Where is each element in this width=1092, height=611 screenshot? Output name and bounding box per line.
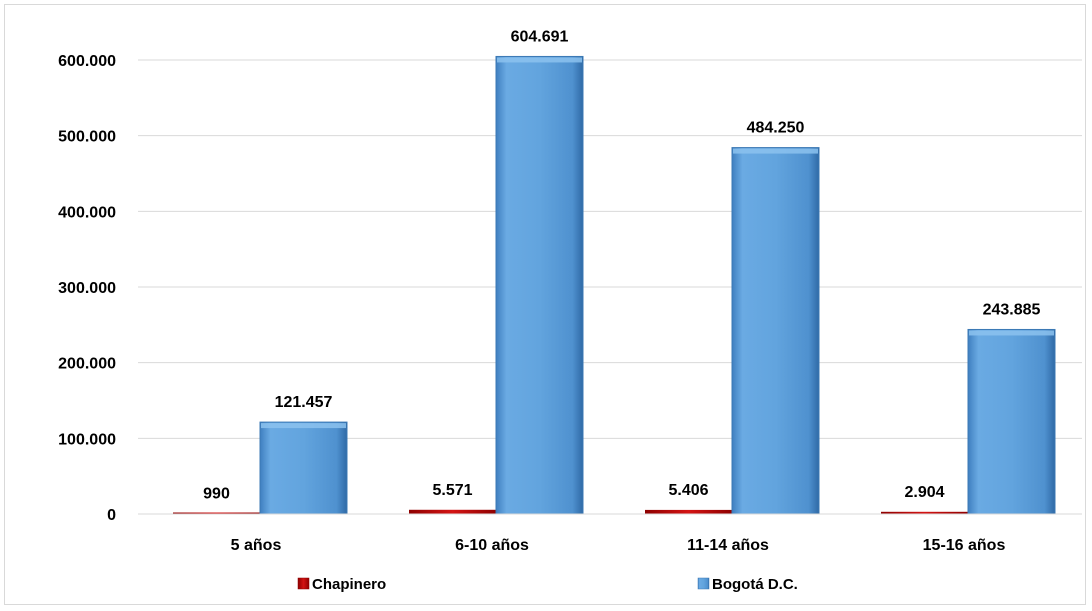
- y-tick-label: 400.000: [58, 204, 116, 221]
- bar-chapinero: [173, 512, 260, 514]
- bar-bogota: [495, 55, 584, 515]
- y-tick-label: 600.000: [58, 53, 116, 70]
- bar-bogota-bevel: [261, 423, 346, 429]
- data-label-bogota: 243.885: [983, 301, 1041, 318]
- data-label-bogota: 484.250: [747, 120, 805, 137]
- x-axis: 5 años 6-10 años 11-14 años 15-16 años: [138, 513, 1082, 554]
- bar-bogota-bevel: [733, 148, 818, 154]
- bar-chapinero: [881, 511, 968, 514]
- y-tick-label: 300.000: [58, 280, 116, 297]
- bar-bogota-bevel: [497, 57, 582, 63]
- data-label-chapinero: 5.571: [432, 482, 472, 499]
- bar-chapinero: [645, 509, 732, 514]
- bar-bogota-bevel: [969, 330, 1054, 336]
- bar-bogota: [259, 421, 348, 515]
- legend-swatch: [297, 577, 310, 590]
- x-tick-label: 11-14 años: [687, 537, 769, 554]
- data-label-chapinero: 5.406: [668, 482, 708, 499]
- legend-label: Chapinero: [312, 576, 386, 593]
- legend-swatch: [697, 577, 710, 590]
- x-tick-label: 5 años: [231, 537, 282, 554]
- data-label-bogota: 121.457: [275, 394, 333, 411]
- y-tick-label: 500.000: [58, 129, 116, 146]
- y-tick-label: 100.000: [58, 431, 116, 448]
- y-tick-label: 0: [107, 507, 116, 524]
- bar-bogota: [967, 328, 1056, 515]
- x-tick-label: 6-10 años: [455, 537, 529, 554]
- legend-label: Bogotá D.C.: [712, 576, 798, 593]
- y-tick-label: 200.000: [58, 356, 116, 373]
- legend-item: Bogotá D.C.: [697, 576, 798, 593]
- data-labels: 990 121.457 5.571 604.691 5.406 484.250 2.904 2…: [203, 28, 1040, 502]
- bar-chapinero: [409, 509, 496, 514]
- data-label-chapinero: 2.904: [904, 484, 944, 501]
- bars: [173, 55, 1056, 515]
- x-tick-label: 15-16 años: [923, 537, 1006, 554]
- data-label-bogota: 604.691: [511, 28, 569, 45]
- legend: Chapinero Bogotá D.C.: [297, 576, 798, 593]
- y-axis: 0 100.000 200.000 300.000 400.000 500.000 600.…: [58, 53, 116, 524]
- data-label-chapinero: 990: [203, 485, 230, 502]
- bar-bogota: [731, 147, 820, 515]
- legend-item: Chapinero: [297, 576, 386, 593]
